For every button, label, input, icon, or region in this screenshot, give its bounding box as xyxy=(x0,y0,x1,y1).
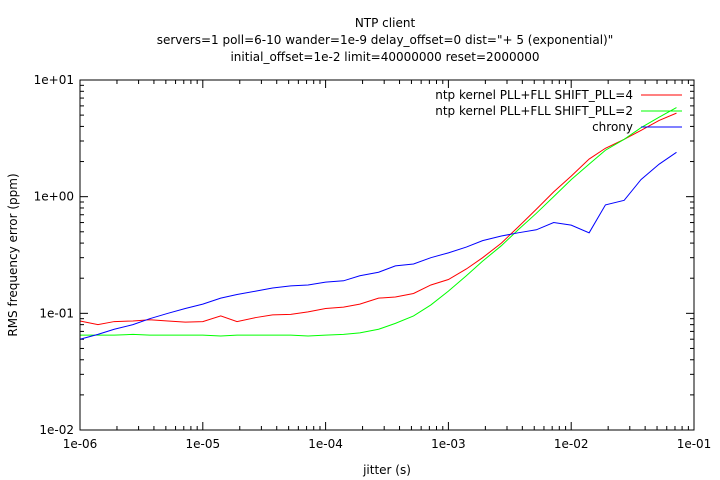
x-tick-label: 1e-03 xyxy=(431,437,466,451)
y-tick-label: 1e+01 xyxy=(34,73,74,87)
x-tick-label: 1e-06 xyxy=(63,437,98,451)
chart-subtitle-line-1: servers=1 poll=6-10 wander=1e-9 delay_of… xyxy=(157,33,614,47)
x-tick-label: 1e-05 xyxy=(185,437,220,451)
y-axis-label: RMS frequency error (ppm) xyxy=(6,173,20,336)
series-lines xyxy=(79,107,677,340)
x-tick-label: 1e-02 xyxy=(554,437,589,451)
series-line-2 xyxy=(80,107,677,337)
y-tick-label: 1e-02 xyxy=(39,423,74,437)
legend-label-3: chrony xyxy=(592,120,633,134)
chart-title: NTP client xyxy=(355,16,416,30)
legend-label-1: ntp kernel PLL+FLL SHIFT_PLL=4 xyxy=(435,88,633,102)
x-tick-label: 1e-01 xyxy=(677,437,712,451)
x-tick-label: 1e-04 xyxy=(308,437,343,451)
x-axis-label: jitter (s) xyxy=(362,463,411,477)
series-line-3 xyxy=(79,151,677,340)
axis-tick-labels: 1e-06 1e-05 1e-04 1e-03 1e-02 1e-01 1e-02 1e-01… xyxy=(34,73,712,451)
axis-ticks xyxy=(79,79,695,431)
plot-frame xyxy=(79,79,695,431)
chart-subtitle-line-2: initial_offset=1e-2 limit=40000000 reset… xyxy=(230,50,539,64)
series-line-1 xyxy=(79,112,677,326)
y-tick-label: 1e+00 xyxy=(34,190,74,204)
legend-label-2: ntp kernel PLL+FLL SHIFT_PLL=2 xyxy=(435,104,633,118)
y-tick-label: 1e-01 xyxy=(39,306,74,320)
